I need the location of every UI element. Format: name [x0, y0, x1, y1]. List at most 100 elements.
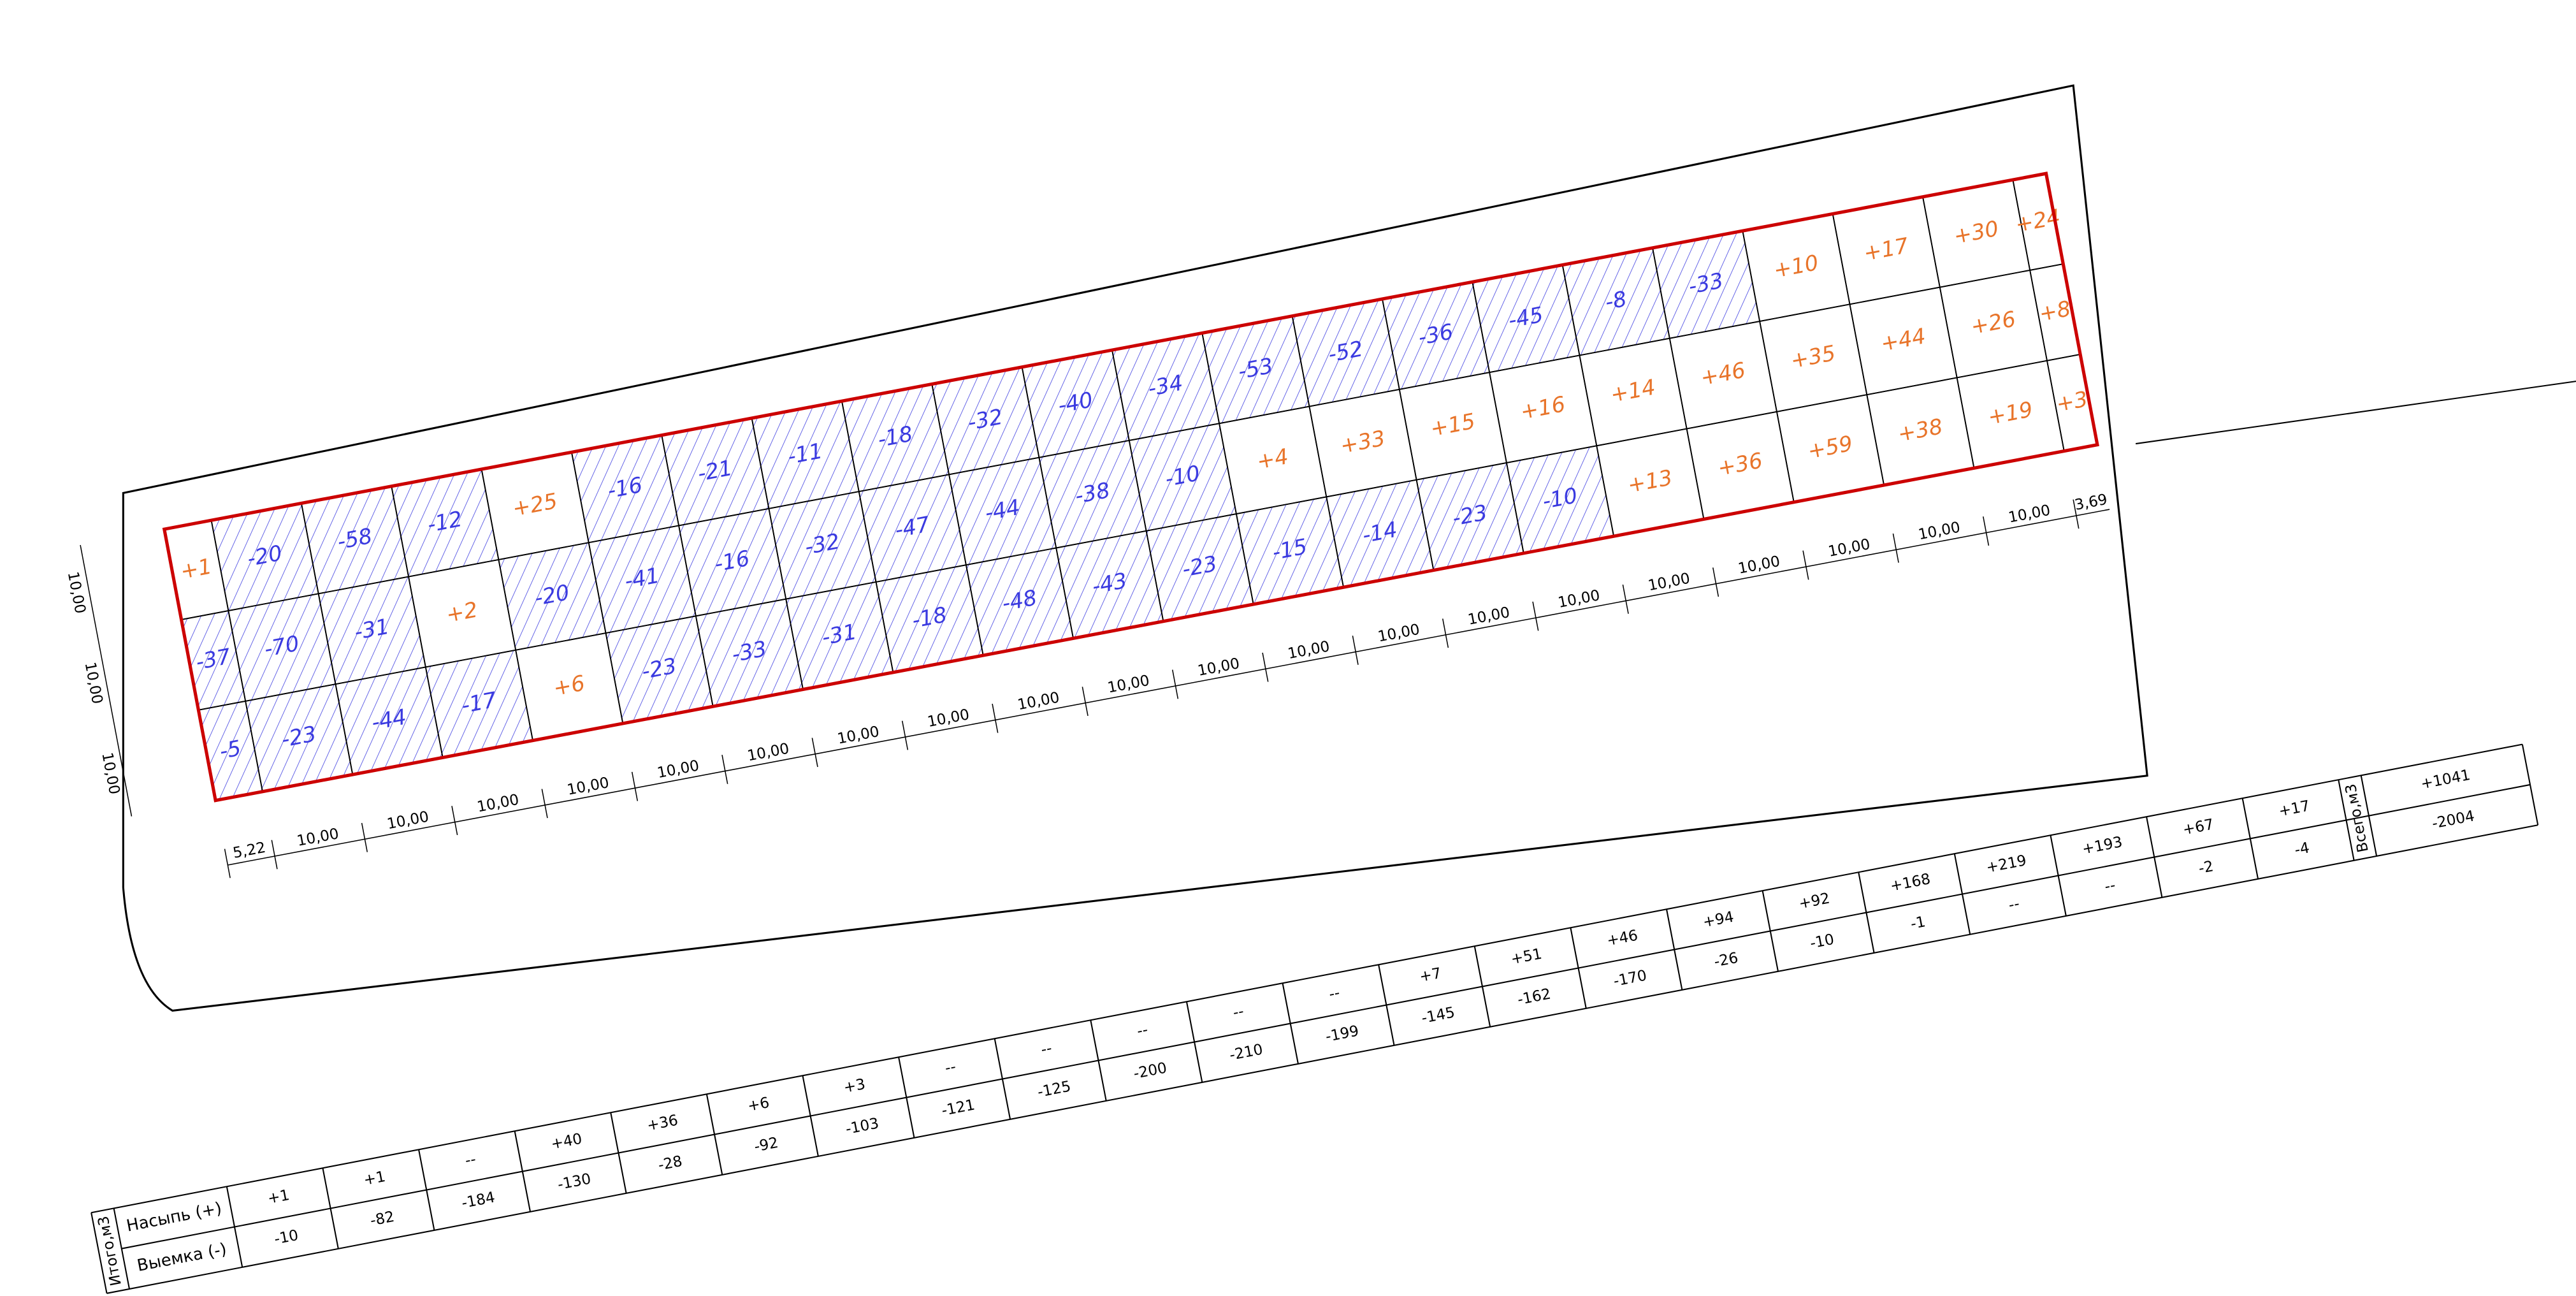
dimension-label: 10,00 [1377, 621, 1421, 646]
table-rule [2360, 775, 2378, 857]
table-rule [514, 1131, 532, 1212]
cut-volume: -199 [1324, 1022, 1361, 1045]
dimension-tick [811, 738, 818, 768]
cell-volume: +1 [178, 553, 214, 583]
table-rule [2241, 798, 2259, 879]
table-rule [1090, 1020, 1107, 1102]
table-rule [2338, 780, 2355, 861]
dimension-label: 10,00 [1466, 604, 1511, 629]
row-label: Насыпь (+) [125, 1198, 224, 1235]
table-rule [1858, 872, 1875, 953]
summary-table: Итого,м3 Насыпь (+)Выемка (-)+1+1--+40+36… [90, 743, 2539, 1294]
fill-volume: +168 [1889, 870, 1932, 895]
cell-volume: +46 [1698, 358, 1747, 390]
dimension-tick [1171, 669, 1179, 699]
fill-volume: +51 [1509, 945, 1543, 968]
site-boundary [122, 84, 2148, 1012]
table-rule [1282, 983, 1299, 1065]
side-dimension-label: 10,00 [82, 660, 106, 705]
fill-volume: +40 [549, 1130, 583, 1153]
cell-volume: +30 [1951, 216, 2001, 249]
side-dimension-label: 10,00 [64, 570, 89, 615]
fill-volume: -- [1039, 1040, 1053, 1059]
cell-volume: +44 [1879, 323, 1928, 356]
fill-volume: -- [1231, 1003, 1245, 1022]
dimension-tick [1712, 567, 1719, 597]
cut-volume: -103 [844, 1114, 880, 1137]
table-rule [994, 1038, 1011, 1120]
dimension-tick [1532, 601, 1539, 631]
cell-volume: +19 [1986, 397, 2035, 429]
cut-volume: -170 [1612, 966, 1648, 989]
fill-volume: +6 [746, 1094, 771, 1115]
cut-volume: -2 [2197, 857, 2215, 877]
cell-volume: -5 [217, 736, 243, 764]
dimension-label: 10,00 [1737, 553, 1781, 578]
cut-volume: -82 [369, 1208, 396, 1230]
dimension-label: 10,00 [1556, 586, 1601, 611]
cell-volume: +6 [551, 671, 587, 701]
table-rule [113, 1208, 131, 1290]
dimension-label: 10,00 [746, 740, 790, 765]
table-rule [1570, 928, 1587, 1009]
table-rule [226, 1186, 243, 1268]
fill-volume: +193 [2081, 833, 2124, 858]
fill-volume: +36 [646, 1112, 679, 1135]
cut-volume: -10 [1809, 931, 1835, 952]
cut-volume: -- [2103, 877, 2117, 896]
dimension-line [228, 509, 2110, 866]
fill-volume: -- [944, 1058, 958, 1077]
dimension-label: 10,00 [1196, 655, 1241, 680]
cell-volume: +17 [1862, 233, 1911, 265]
dimension-tick [721, 755, 728, 784]
dimension-label: 10,00 [926, 706, 971, 731]
cut-volume: -121 [940, 1096, 976, 1119]
dimension-tick [1442, 618, 1449, 648]
dimension-tick [631, 771, 639, 801]
table-rule [2050, 835, 2067, 916]
dimension-label: 10,00 [1016, 688, 1060, 713]
dimension-tick [361, 822, 368, 852]
cell-volume: +59 [1805, 431, 1855, 463]
cell-volume: +4 [1255, 444, 1291, 474]
fill-volume: +3 [842, 1075, 867, 1096]
cell-volume: +33 [1338, 425, 1387, 458]
cell-volume: +2 [444, 597, 480, 627]
dimension-tick [271, 840, 278, 870]
dimension-tick [451, 806, 458, 836]
cell-volume: +3 [2054, 386, 2090, 416]
dimension-label: 10,00 [1827, 535, 1871, 560]
table-rule [106, 824, 2538, 1294]
dimension-label: 10,00 [386, 808, 430, 833]
side-dimension-label: 10,00 [98, 751, 123, 796]
table-rule [90, 743, 2523, 1214]
table-rule [1762, 891, 1779, 972]
cell-volume: +15 [1428, 409, 1477, 441]
cut-volume: -130 [556, 1170, 593, 1193]
cut-volume: -162 [1516, 985, 1552, 1008]
dimension-label: 10,00 [836, 723, 881, 748]
dimension-tick [1802, 550, 1809, 580]
dimension-tick [1892, 533, 1899, 563]
fill-volume: +1 [362, 1168, 387, 1189]
cut-volume: -210 [1228, 1040, 1264, 1063]
dimension-tick [992, 703, 999, 733]
table-rule [322, 1168, 339, 1249]
total-fill: +1041 [2419, 766, 2471, 792]
cut-volume: -92 [753, 1134, 779, 1156]
cell-volume: -8 [1603, 286, 1628, 315]
cell-volume: +8 [2037, 296, 2073, 326]
table-rule [1185, 1001, 1203, 1083]
fill-volume: +1 [266, 1186, 291, 1207]
dimension-label: 10,00 [475, 791, 520, 816]
total-cut: -2004 [2431, 807, 2476, 832]
dimension-tick [901, 720, 909, 750]
dimension-label: 10,00 [296, 825, 340, 850]
fill-volume: -- [463, 1151, 477, 1170]
table-rule [706, 1094, 723, 1176]
dimension-tick [1262, 652, 1269, 682]
dimension-label: 10,00 [1647, 569, 1691, 594]
fill-volume: +46 [1605, 927, 1639, 950]
